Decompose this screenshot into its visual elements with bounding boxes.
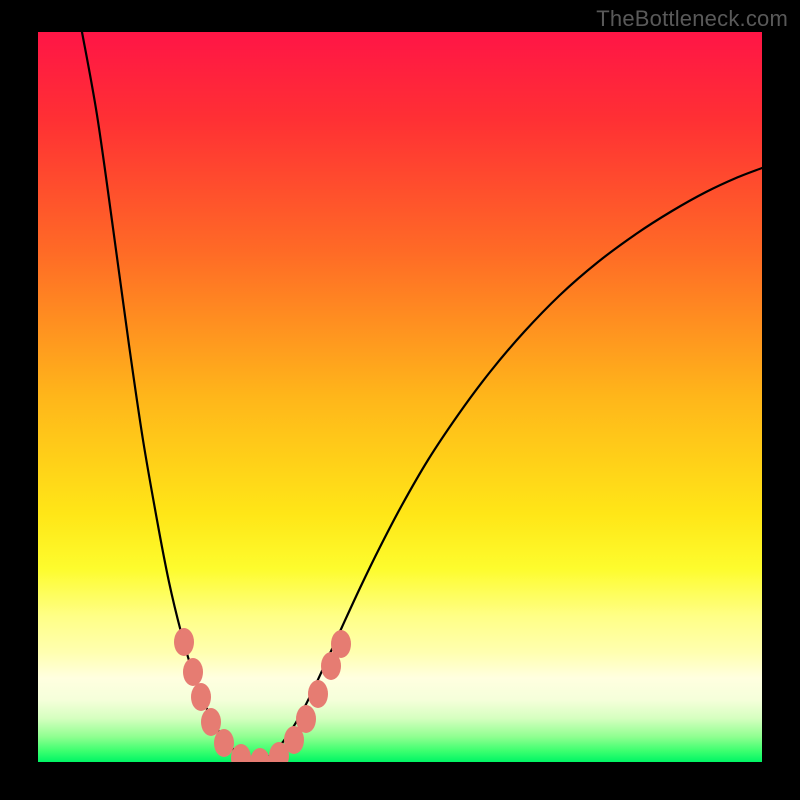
data-dot (183, 658, 203, 686)
chart-container: TheBottleneck.com (0, 0, 800, 800)
plot-background (38, 32, 762, 762)
data-dot (214, 729, 234, 757)
data-dot (296, 705, 316, 733)
data-dot (174, 628, 194, 656)
data-dot (331, 630, 351, 658)
data-dot (201, 708, 221, 736)
data-dot (308, 680, 328, 708)
watermark-text: TheBottleneck.com (596, 6, 788, 32)
data-dot (191, 683, 211, 711)
bottleneck-chart (0, 0, 800, 800)
